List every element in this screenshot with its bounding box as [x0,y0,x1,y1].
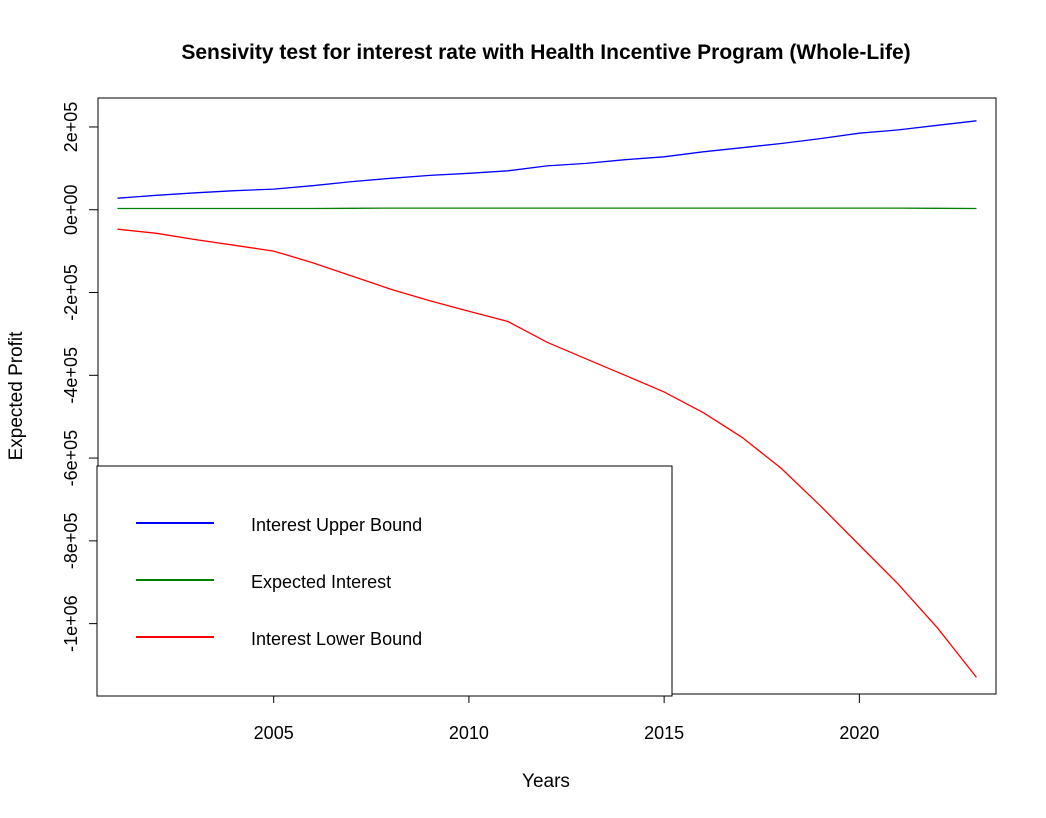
series-layer [117,120,978,678]
x-tick-label: 2020 [839,723,879,743]
legend: Interest Upper Bound Expected Interest Int… [96,465,673,697]
x-tick-label: 2010 [449,723,489,743]
legend-label-interest-lower-bound: Interest Lower Bound [251,629,422,649]
x-tick-label: 2015 [644,723,684,743]
y-tick-label: 2e+05 [61,102,81,153]
y-axis-label: Expected Profit [6,331,27,461]
series-line-interest-upper-bound [117,120,977,199]
y-tick-label: 0e+00 [61,184,81,235]
y-tick-label: -8e+05 [61,513,81,570]
chart-title: Sensivity test for interest rate with He… [181,41,910,64]
y-tick-label: -4e+05 [61,347,81,404]
y-tick-label: -2e+05 [61,264,81,321]
y-tick-label: -6e+05 [61,430,81,487]
x-tick-label: 2005 [254,723,294,743]
series-line-interest-lower-bound [117,228,978,678]
y-tick-label: -1e+06 [61,595,81,652]
legend-label-expected-interest: Expected Interest [251,572,391,592]
x-axis: 2005 2010 2015 2020 [254,693,879,743]
y-axis: 2e+05 0e+00 -2e+05 -4e+05 -6e+05 -8e+05 -1e+06 [61,102,99,652]
x-axis-label: Years [522,771,570,792]
legend-label-interest-upper-bound: Interest Upper Bound [251,515,422,535]
